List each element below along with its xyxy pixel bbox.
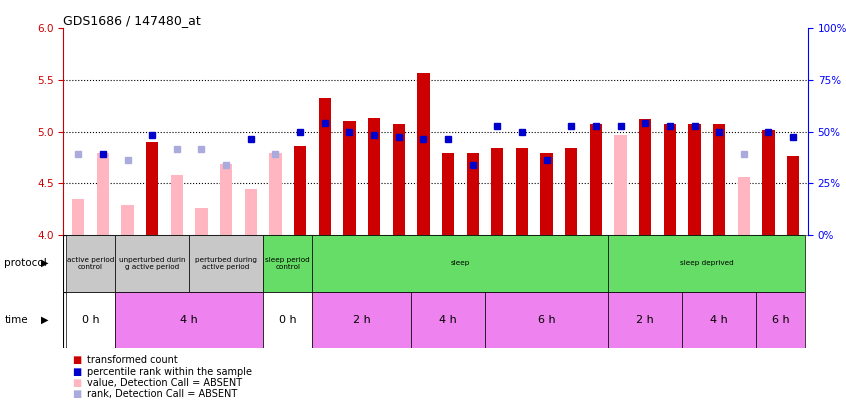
Text: percentile rank within the sample: percentile rank within the sample <box>87 367 252 377</box>
Text: GDS1686 / 147480_at: GDS1686 / 147480_at <box>63 14 201 27</box>
Bar <box>312 292 411 348</box>
Bar <box>146 142 158 235</box>
Bar <box>96 153 109 235</box>
Bar <box>115 292 263 348</box>
Bar <box>689 124 700 235</box>
Bar <box>664 124 676 235</box>
Bar <box>787 156 799 235</box>
Bar <box>682 292 756 348</box>
Bar <box>66 235 115 292</box>
Bar <box>115 235 190 292</box>
Text: sleep deprived: sleep deprived <box>680 260 733 266</box>
Text: 4 h: 4 h <box>439 315 457 325</box>
Text: time: time <box>4 315 28 325</box>
Bar <box>263 292 312 348</box>
Text: sleep: sleep <box>451 260 470 266</box>
Text: ■: ■ <box>72 367 81 377</box>
Bar <box>756 292 805 348</box>
Bar <box>368 118 380 235</box>
Bar <box>244 190 257 235</box>
Text: 0 h: 0 h <box>82 315 99 325</box>
Bar <box>343 122 355 235</box>
Text: 4 h: 4 h <box>711 315 728 325</box>
Text: active period
control: active period control <box>67 257 114 270</box>
Bar <box>171 175 183 235</box>
Bar <box>492 148 503 235</box>
Bar <box>319 98 331 235</box>
Bar <box>608 235 805 292</box>
Bar <box>66 292 115 348</box>
Bar <box>541 153 552 235</box>
Bar <box>738 177 750 235</box>
Bar <box>590 124 602 235</box>
Text: sleep period
control: sleep period control <box>266 257 310 270</box>
Bar <box>72 199 85 235</box>
Text: ▶: ▶ <box>41 258 48 268</box>
Bar <box>485 292 608 348</box>
Bar <box>565 148 578 235</box>
Text: 2 h: 2 h <box>636 315 654 325</box>
Text: ■: ■ <box>72 390 81 399</box>
Bar <box>614 135 627 235</box>
Text: ▶: ▶ <box>41 315 48 325</box>
Bar <box>312 235 608 292</box>
Bar <box>762 130 775 235</box>
Text: ■: ■ <box>72 356 81 365</box>
Bar <box>411 292 485 348</box>
Text: perturbed during
active period: perturbed during active period <box>195 257 257 270</box>
Text: unperturbed durin
g active period: unperturbed durin g active period <box>119 257 185 270</box>
Text: 2 h: 2 h <box>353 315 371 325</box>
Bar <box>195 208 207 235</box>
Text: protocol: protocol <box>4 258 47 268</box>
Text: value, Detection Call = ABSENT: value, Detection Call = ABSENT <box>87 378 242 388</box>
Bar <box>294 146 306 235</box>
Bar <box>466 153 479 235</box>
Bar <box>269 153 282 235</box>
Bar <box>713 124 725 235</box>
Bar <box>608 292 682 348</box>
Text: 6 h: 6 h <box>538 315 556 325</box>
Bar <box>639 119 651 235</box>
Bar <box>417 73 430 235</box>
Bar <box>190 235 263 292</box>
Text: rank, Detection Call = ABSENT: rank, Detection Call = ABSENT <box>87 390 238 399</box>
Text: 4 h: 4 h <box>180 315 198 325</box>
Text: 0 h: 0 h <box>279 315 297 325</box>
Bar <box>393 124 405 235</box>
Bar <box>263 235 312 292</box>
Text: ■: ■ <box>72 378 81 388</box>
Bar <box>220 164 233 235</box>
Text: transformed count: transformed count <box>87 356 178 365</box>
Bar <box>516 148 528 235</box>
Bar <box>121 205 134 235</box>
Bar <box>442 153 454 235</box>
Text: 6 h: 6 h <box>772 315 789 325</box>
